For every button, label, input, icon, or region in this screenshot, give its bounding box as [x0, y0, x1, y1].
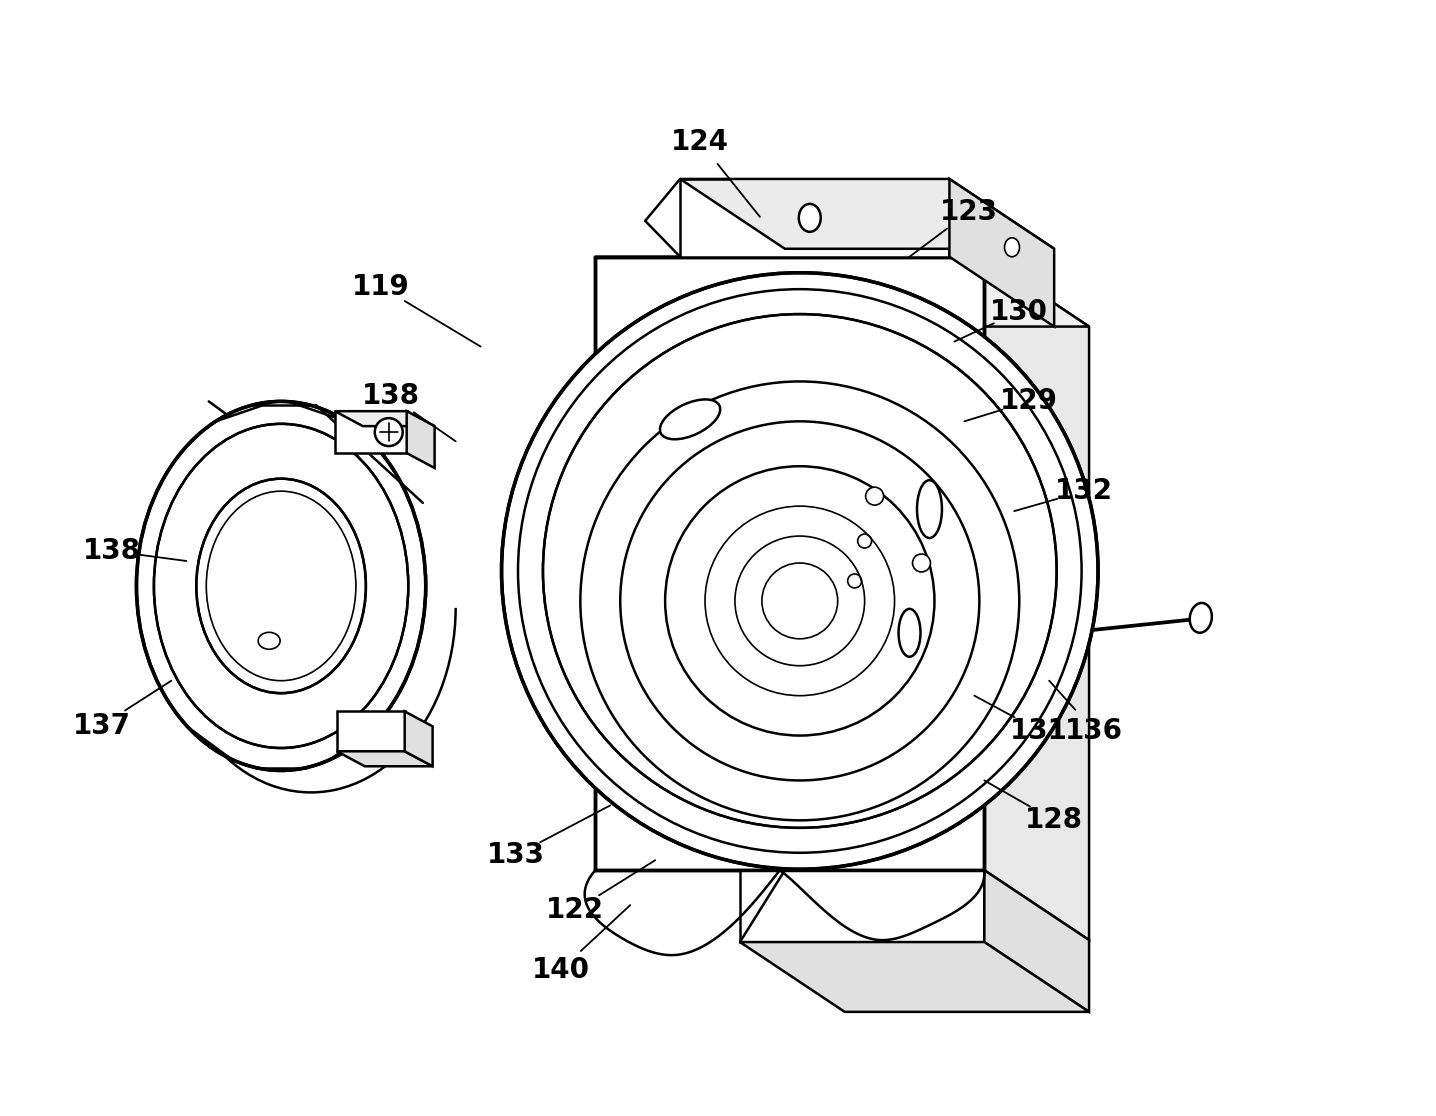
Ellipse shape [1190, 603, 1212, 633]
Text: 133: 133 [487, 841, 544, 869]
Text: 124: 124 [671, 128, 729, 156]
Ellipse shape [1005, 238, 1020, 257]
Ellipse shape [918, 480, 942, 538]
Text: 128: 128 [1025, 807, 1083, 835]
Ellipse shape [258, 633, 280, 650]
Text: 137: 137 [73, 712, 131, 740]
Polygon shape [949, 179, 1054, 327]
Ellipse shape [136, 402, 425, 770]
Text: 129: 129 [1001, 387, 1058, 415]
Polygon shape [337, 711, 405, 751]
Ellipse shape [501, 272, 1099, 869]
Circle shape [857, 535, 872, 548]
Ellipse shape [197, 479, 366, 693]
Circle shape [912, 554, 931, 573]
Polygon shape [596, 257, 1088, 327]
Polygon shape [740, 870, 984, 942]
Circle shape [866, 488, 883, 506]
Text: 123: 123 [941, 198, 998, 225]
Polygon shape [740, 942, 1088, 1012]
Ellipse shape [661, 400, 721, 440]
Text: 138: 138 [362, 383, 419, 411]
Ellipse shape [154, 424, 408, 748]
Polygon shape [681, 179, 1054, 249]
Polygon shape [337, 751, 432, 767]
Text: 119: 119 [352, 272, 409, 300]
Text: 132: 132 [1055, 478, 1113, 506]
Text: 122: 122 [546, 896, 605, 924]
Polygon shape [406, 411, 435, 468]
Ellipse shape [620, 422, 979, 780]
Polygon shape [405, 711, 432, 767]
Ellipse shape [543, 314, 1057, 828]
Polygon shape [984, 257, 1088, 940]
Text: 130: 130 [991, 298, 1048, 326]
Text: 140: 140 [531, 956, 589, 984]
Polygon shape [335, 411, 435, 426]
Ellipse shape [899, 609, 920, 656]
Text: 131: 131 [1011, 716, 1068, 744]
Circle shape [847, 574, 862, 588]
Polygon shape [335, 411, 406, 453]
Polygon shape [984, 870, 1088, 1012]
Text: 138: 138 [82, 537, 141, 565]
Polygon shape [681, 179, 949, 257]
Text: 136: 136 [1066, 716, 1123, 744]
Ellipse shape [798, 204, 821, 232]
Ellipse shape [580, 382, 1020, 820]
Polygon shape [596, 257, 984, 870]
Circle shape [375, 418, 402, 446]
